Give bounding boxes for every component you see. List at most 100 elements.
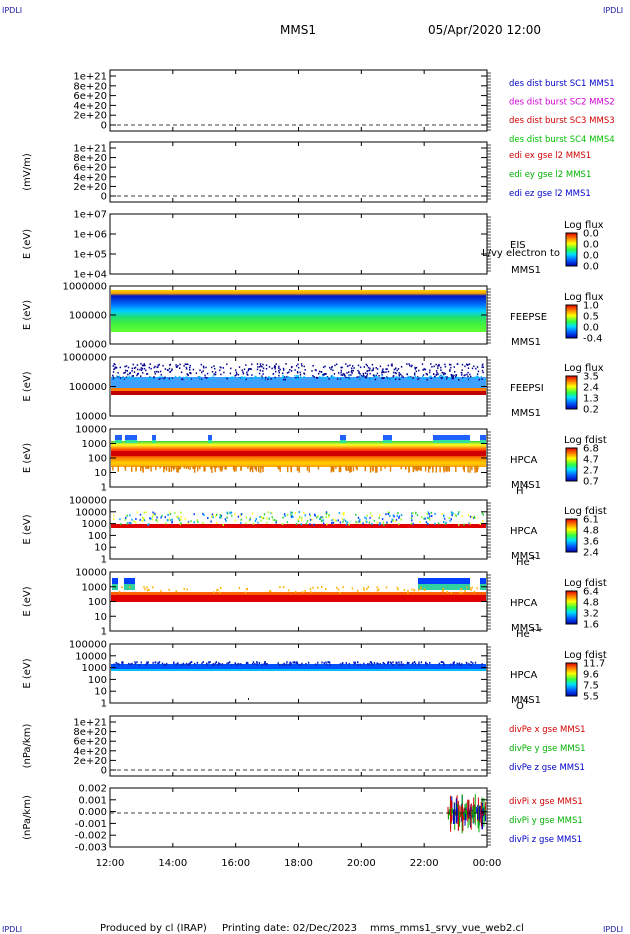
spectrogram-pixel bbox=[294, 512, 297, 515]
spectrogram-pixel bbox=[199, 369, 201, 372]
spectrogram-pixel bbox=[450, 373, 452, 376]
spectrogram-pixel bbox=[274, 366, 277, 368]
spectrogram-pixel bbox=[177, 517, 180, 520]
spectrogram-pixel bbox=[470, 588, 472, 591]
colorbar-tick-label: 1.6 bbox=[583, 620, 599, 631]
spectrogram-pixel bbox=[124, 466, 126, 469]
spectrogram-pixel bbox=[290, 515, 293, 518]
spectrogram-pixel bbox=[256, 661, 258, 664]
spectrogram-pixel bbox=[471, 367, 474, 370]
spectrogram-pixel bbox=[366, 364, 368, 367]
spectrogram-pixel bbox=[398, 663, 400, 666]
spectrogram-pixel bbox=[460, 588, 462, 591]
spectrogram-pixel bbox=[481, 512, 483, 515]
spectrogram-pixel bbox=[174, 375, 177, 378]
spectrogram-pixel bbox=[226, 377, 228, 380]
spectrogram-pixel bbox=[214, 371, 217, 373]
spectrogram-pixel bbox=[281, 523, 284, 526]
spectrogram-pixel bbox=[407, 589, 409, 592]
spectrogram-pixel bbox=[288, 376, 290, 378]
spectrogram-pixel bbox=[312, 365, 314, 367]
spectrogram-pixel bbox=[413, 661, 416, 664]
spectrogram-pixel bbox=[296, 466, 299, 472]
spectrogram-pixel bbox=[134, 366, 137, 369]
spectrogram-pixel bbox=[463, 523, 465, 526]
spectrogram-pixel bbox=[211, 366, 213, 369]
spectrogram-pixel bbox=[373, 519, 376, 522]
spectrogram-pixel bbox=[203, 514, 205, 516]
x-tick-label: 18:00 bbox=[284, 858, 313, 869]
spectrogram-pixel bbox=[159, 376, 161, 378]
spectrogram-burst bbox=[115, 435, 122, 442]
spectrogram-pixel bbox=[409, 364, 411, 367]
spectrogram-pixel bbox=[123, 378, 126, 380]
panel-eis: 1e+07 1e+06 1e+05 1e+04 E (eV) EIS MMS1 L/vy el… bbox=[22, 210, 604, 281]
spectrogram-burst bbox=[152, 435, 156, 442]
spectrogram-pixel bbox=[424, 377, 427, 380]
spectrogram-pixel bbox=[262, 377, 264, 379]
spectrogram-pixel bbox=[118, 375, 120, 378]
colorbar-tick-label: 2.4 bbox=[583, 383, 599, 394]
spectrogram-pixel bbox=[433, 373, 435, 375]
y-axis-label: (nPa/km) bbox=[22, 795, 33, 840]
spectrogram-pixel bbox=[348, 371, 350, 373]
spectrogram-pixel bbox=[345, 523, 348, 526]
spectrogram-pixel bbox=[115, 662, 117, 665]
spectrogram-pixel bbox=[156, 366, 158, 369]
spectrogram-pixel bbox=[396, 661, 398, 664]
spectrogram-pixel bbox=[112, 374, 114, 377]
spectrogram-pixel bbox=[399, 377, 401, 379]
spectrogram-pixel bbox=[367, 663, 369, 666]
spectrogram-pixel bbox=[418, 661, 420, 664]
colorbar-tick-label: 0.0 bbox=[583, 262, 599, 273]
spectrogram-pixel bbox=[320, 516, 322, 519]
spectrogram-pixel bbox=[223, 371, 225, 374]
spectrogram-pixel bbox=[417, 378, 419, 380]
spectrogram-pixel bbox=[449, 519, 451, 522]
spectrogram-pixel bbox=[324, 377, 326, 379]
colorbar-tick-label: 9.6 bbox=[583, 670, 599, 681]
panel-frame bbox=[109, 69, 488, 132]
spectrogram-pixel bbox=[394, 372, 397, 374]
spectrogram-pixel bbox=[375, 367, 377, 369]
spectrogram-pixel bbox=[435, 363, 437, 366]
spectrogram-pixel bbox=[408, 466, 410, 472]
spectrogram-pixel bbox=[239, 514, 242, 517]
spectrogram-pixel bbox=[161, 514, 163, 517]
spectrogram-pixel bbox=[386, 521, 388, 524]
y-tick-label: 1e+07 bbox=[73, 210, 107, 221]
spectrogram-pixel bbox=[289, 369, 291, 371]
spectrogram-pixel bbox=[378, 516, 380, 519]
colorbar-tick-label: 0.0 bbox=[583, 323, 599, 334]
spectrogram-pixel bbox=[153, 376, 155, 378]
spectrogram-pixel bbox=[202, 365, 205, 368]
spectrogram-pixel bbox=[211, 513, 214, 516]
spectrogram-pixel bbox=[124, 365, 126, 368]
spectrogram-pixel bbox=[152, 511, 154, 514]
spectrogram-burst bbox=[115, 440, 122, 443]
spectrogram-pixel bbox=[150, 367, 152, 370]
spectrogram-pixel bbox=[425, 372, 427, 375]
spectrogram-pixel bbox=[449, 370, 451, 372]
spectrogram-pixel bbox=[425, 661, 427, 664]
colorbar-tick-label: 0.0 bbox=[583, 240, 599, 251]
spectrogram-pixel bbox=[245, 522, 247, 525]
spectrogram-pixel bbox=[159, 370, 162, 373]
spectrogram-burst bbox=[208, 435, 212, 442]
y-tick-label: -0.002 bbox=[75, 831, 107, 842]
spectrogram-pixel bbox=[200, 378, 203, 380]
spectrogram-pixel bbox=[366, 587, 368, 590]
spectrogram-pixel bbox=[333, 376, 335, 378]
spectrogram-pixel bbox=[157, 371, 160, 373]
spectrogram-pixel bbox=[347, 378, 349, 380]
spectrogram-pixel bbox=[284, 378, 286, 381]
y-tick-label: 10000 bbox=[75, 425, 107, 436]
spectrogram-pixel bbox=[292, 516, 294, 518]
spectrogram-pixel bbox=[254, 662, 256, 665]
spectrogram-pixel bbox=[117, 466, 119, 472]
spectrogram-pixel bbox=[271, 516, 273, 519]
spectrogram-pixel bbox=[423, 368, 426, 370]
spectrogram-pixel bbox=[456, 363, 458, 365]
spectrogram-pixel bbox=[386, 376, 388, 378]
spectrogram-pixel bbox=[304, 590, 306, 593]
